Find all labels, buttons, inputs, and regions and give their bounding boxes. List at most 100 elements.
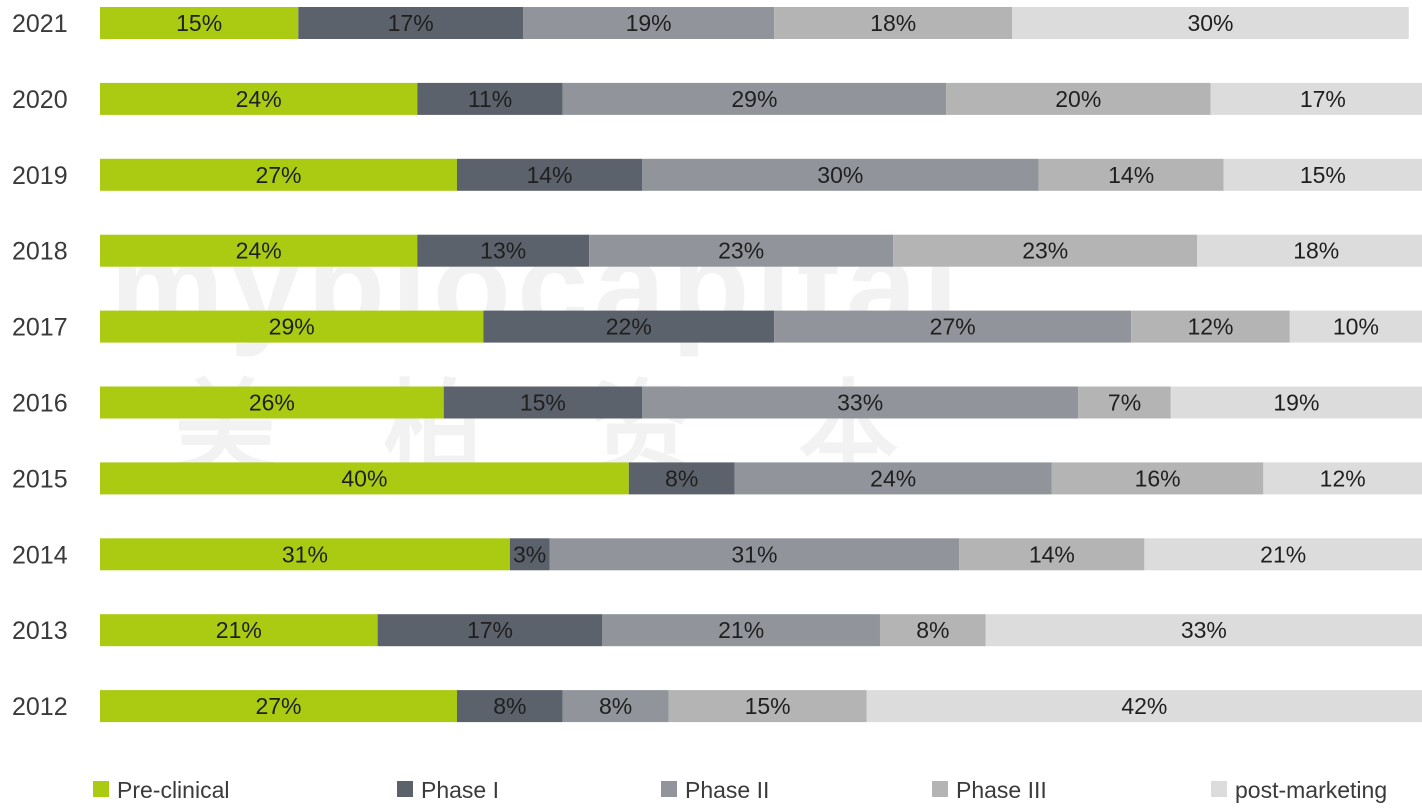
bar-segment-pre-clinical-2017 xyxy=(100,310,484,343)
data-label-post-marketing-2021: 30% xyxy=(1187,10,1233,36)
legend-swatch-phase-ii xyxy=(661,781,677,797)
legend-swatch-pre-clinical xyxy=(93,781,109,797)
data-label-pre-clinical-2015: 40% xyxy=(341,465,387,491)
bar-segment-post-marketing-2021 xyxy=(1012,7,1409,39)
bar-segment-post-marketing-2015 xyxy=(1263,462,1422,495)
data-label-phase-i-2013: 17% xyxy=(467,617,513,643)
year-label-2021: 2021 xyxy=(12,10,68,38)
bar-segment-phase-i-2016 xyxy=(443,386,643,419)
bar-segment-pre-clinical-2014 xyxy=(100,538,510,571)
data-label-phase-iii-2016: 7% xyxy=(1108,390,1141,416)
bar-segment-phase-ii-2021 xyxy=(523,7,775,39)
category-axis-labels: 2021 2020 2019 2018 2017 2016 2015 2014 2013 2012 xyxy=(12,10,68,721)
data-label-phase-iii-2012: 15% xyxy=(745,693,791,719)
data-label-phase-ii-2012: 8% xyxy=(599,693,632,719)
data-label-post-marketing-2020: 17% xyxy=(1300,86,1346,112)
data-label-pre-clinical-2019: 27% xyxy=(255,162,301,188)
year-label-2018: 2018 xyxy=(12,238,68,266)
bar-segment-phase-ii-2020 xyxy=(562,82,947,115)
data-label-phase-iii-2020: 20% xyxy=(1055,86,1101,112)
data-label-pre-clinical-2016: 26% xyxy=(249,390,295,416)
data-label-phase-iii-2017: 12% xyxy=(1187,314,1233,340)
data-label-phase-ii-2019: 30% xyxy=(817,162,863,188)
year-label-2012: 2012 xyxy=(12,693,68,721)
bar-segment-phase-ii-2015 xyxy=(734,462,1052,495)
data-label-pre-clinical-2020: 24% xyxy=(236,86,282,112)
bar-segment-phase-i-2017 xyxy=(483,310,775,343)
bar-segment-post-marketing-2018 xyxy=(1197,234,1422,267)
bar-segment-phase-i-2018 xyxy=(417,234,590,267)
year-label-2019: 2019 xyxy=(12,162,68,190)
bar-segment-phase-i-2020 xyxy=(417,82,563,115)
bar-segment-phase-iii-2013 xyxy=(879,614,986,647)
bar-segment-phase-iii-2015 xyxy=(1051,462,1264,495)
year-label-2015: 2015 xyxy=(12,465,68,493)
bar-segment-pre-clinical-2016 xyxy=(100,386,444,419)
year-label-2016: 2016 xyxy=(12,390,68,418)
data-label-phase-i-2012: 8% xyxy=(493,693,526,719)
year-label-2017: 2017 xyxy=(12,314,68,342)
bar-segment-phase-iii-2016 xyxy=(1078,386,1171,419)
data-label-pre-clinical-2018: 24% xyxy=(236,238,282,264)
data-label-pre-clinical-2014: 31% xyxy=(282,541,328,567)
data-label-post-marketing-2014: 21% xyxy=(1260,541,1306,567)
legend-label-phase-i: Phase I xyxy=(421,777,499,803)
data-label-pre-clinical-2012: 27% xyxy=(255,693,301,719)
legend-label-phase-iii: Phase III xyxy=(956,777,1047,803)
data-label-phase-ii-2020: 29% xyxy=(731,86,777,112)
bar-segment-post-marketing-2012 xyxy=(866,690,1422,723)
bar-segment-phase-ii-2014 xyxy=(549,538,960,571)
bar-segment-phase-i-2013 xyxy=(377,614,603,647)
legend-label-pre-clinical: Pre-clinical xyxy=(117,777,229,803)
bar-segment-phase-i-2015 xyxy=(628,462,735,495)
bar-segment-phase-ii-2019 xyxy=(642,158,1039,191)
year-label-2013: 2013 xyxy=(12,617,68,645)
data-label-phase-iii-2014: 14% xyxy=(1029,541,1075,567)
data-label-pre-clinical-2017: 29% xyxy=(269,314,315,340)
data-label-phase-ii-2018: 23% xyxy=(718,238,764,264)
data-label-post-marketing-2016: 19% xyxy=(1273,390,1319,416)
legend: Pre-clinical Phase I Phase II Phase III post… xyxy=(93,777,1387,803)
bar-segment-phase-iii-2018 xyxy=(893,234,1198,267)
bar-segment-post-marketing-2014 xyxy=(1144,538,1422,571)
data-label-phase-iii-2019: 14% xyxy=(1108,162,1154,188)
data-label-phase-i-2019: 14% xyxy=(526,162,572,188)
bar-segment-phase-ii-2012 xyxy=(562,690,669,723)
bar-segment-phase-ii-2016 xyxy=(642,386,1079,419)
bar-segment-pre-clinical-2013 xyxy=(100,614,378,647)
data-label-phase-iii-2013: 8% xyxy=(916,617,949,643)
data-label-phase-i-2016: 15% xyxy=(520,390,566,416)
bar-segment-pre-clinical-2020 xyxy=(100,82,418,115)
data-label-phase-i-2020: 11% xyxy=(468,86,512,112)
bar-segment-phase-ii-2017 xyxy=(774,310,1132,343)
legend-swatch-phase-i xyxy=(397,781,413,797)
data-label-pre-clinical-2021: 15% xyxy=(176,10,222,36)
data-label-phase-ii-2017: 27% xyxy=(930,314,976,340)
data-label-phase-iii-2015: 16% xyxy=(1135,465,1181,491)
data-label-phase-i-2017: 22% xyxy=(606,314,652,340)
bar-segment-post-marketing-2013 xyxy=(985,614,1422,647)
bar-segment-pre-clinical-2018 xyxy=(100,234,418,267)
bar-segment-phase-iii-2019 xyxy=(1038,158,1224,191)
bar-segment-post-marketing-2019 xyxy=(1223,158,1422,191)
bar-segment-phase-i-2012 xyxy=(456,690,563,723)
bar-segment-phase-iii-2020 xyxy=(946,82,1211,115)
data-label-post-marketing-2013: 33% xyxy=(1181,617,1227,643)
year-label-2020: 2020 xyxy=(12,86,68,114)
bar-segment-pre-clinical-2019 xyxy=(100,158,457,191)
data-label-phase-ii-2014: 31% xyxy=(731,541,777,567)
data-label-phase-i-2015: 8% xyxy=(665,465,698,491)
data-label-post-marketing-2012: 42% xyxy=(1121,693,1167,719)
data-label-phase-ii-2021: 19% xyxy=(626,10,672,36)
data-label-post-marketing-2018: 18% xyxy=(1293,238,1339,264)
legend-swatch-post-marketing xyxy=(1211,781,1227,797)
bar-segment-phase-i-2014 xyxy=(509,538,550,571)
bars-group: 15% 17% 19% 18% 30% 24% 11% 29% 20% 17% 27% 14% 30% 1… xyxy=(100,7,1422,723)
data-label-phase-i-2014: 3% xyxy=(513,541,546,567)
data-label-phase-ii-2013: 21% xyxy=(718,617,764,643)
bar-segment-pre-clinical-2021 xyxy=(100,7,299,39)
legend-label-post-marketing: post-marketing xyxy=(1235,777,1387,803)
data-label-post-marketing-2015: 12% xyxy=(1320,465,1366,491)
bar-segment-phase-ii-2013 xyxy=(602,614,880,647)
